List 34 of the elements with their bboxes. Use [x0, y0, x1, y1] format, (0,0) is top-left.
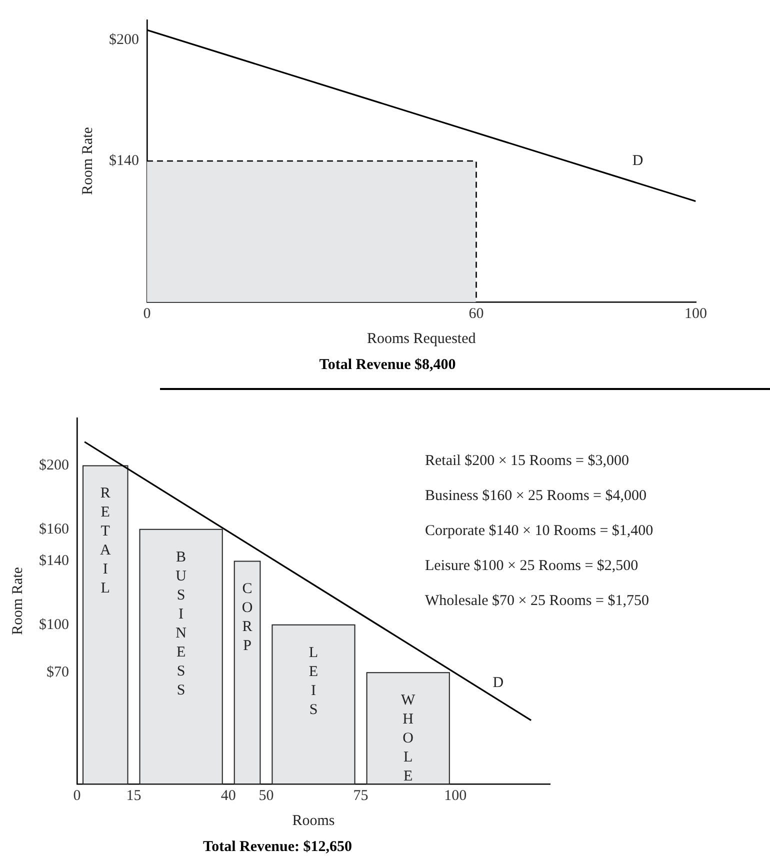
x-tick-label: 0	[73, 788, 81, 804]
y-axis-title: Room Rate	[10, 566, 26, 635]
x-axis-title: Rooms	[292, 812, 335, 829]
x-tick-label: 40	[220, 788, 236, 804]
x-tick-label: 50	[258, 788, 274, 804]
annotation: BUSINESS	[176, 549, 187, 698]
annotation: Wholesale $70 × 25 Rooms = $1,750	[425, 592, 650, 611]
x-tick-label: 100	[444, 788, 467, 804]
x-tick-label: 75	[353, 788, 368, 804]
annotation: CORP	[242, 581, 253, 654]
text: Total Revenue $8,400	[319, 356, 456, 373]
x-tick-label: 15	[126, 788, 142, 804]
y-tick-label: $140	[109, 152, 139, 169]
annotation: WHOLE	[401, 692, 416, 785]
y-tick-label: $200	[109, 32, 139, 48]
annotation: RETAIL	[100, 486, 111, 597]
y-tick-label: $200	[39, 458, 69, 474]
annotation: Retail $200 × 15 Rooms = $3,000	[425, 452, 630, 471]
x-axis-title: Rooms Requested	[367, 330, 476, 347]
x-tick-label: 100	[684, 306, 707, 322]
annotation: D	[632, 153, 644, 170]
text: Total Revenue: $12,650	[202, 838, 352, 855]
annotation: D	[492, 675, 504, 692]
x-tick-label: 60	[468, 306, 484, 322]
annotation: Business $160 × 25 Rooms = $4,000	[425, 487, 648, 506]
y-tick-label: $100	[39, 616, 69, 633]
y-tick-label: $160	[39, 521, 69, 538]
y-axis-title: Room Rate	[80, 126, 96, 195]
x-tick-label: 0	[143, 306, 151, 322]
annotation: Corporate $140 × 10 Rooms = $1,400	[425, 522, 654, 541]
annotation: Leisure $100 × 25 Rooms = $2,500	[425, 557, 640, 576]
annotation: LEIS	[308, 644, 318, 718]
y-tick-label: $70	[46, 664, 69, 681]
y-tick-label: $140	[39, 553, 69, 570]
